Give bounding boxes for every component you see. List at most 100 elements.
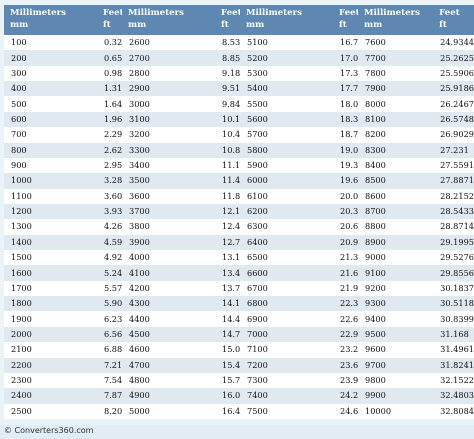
millimeters-cell: 1000 <box>4 173 97 189</box>
table-row: 1400 4.5932 <box>4 234 133 251</box>
feet-cell: 28.2152 <box>433 188 474 204</box>
millimeters-cell: 1500 <box>4 250 97 266</box>
feet-cell: 24.9344 <box>433 35 474 51</box>
millimeters-cell: 7200 <box>240 357 333 373</box>
table-row: 4800 15.748 <box>122 372 256 389</box>
table-body: 5100 16.7323 5200 17.0604 5300 17.3885 5400 17.… <box>240 35 374 419</box>
table-row: 1500 4.9213 <box>4 250 133 266</box>
millimeters-cell: 7400 <box>240 388 333 404</box>
table-row: 2100 6.8898 <box>4 342 133 358</box>
millimeters-cell: 8800 <box>358 219 434 235</box>
table-row: 9400 30.8399 <box>358 311 474 327</box>
feet-cell: 31.4961 <box>433 342 474 358</box>
millimeters-cell: 5000 <box>122 403 215 419</box>
millimeters-cell: 7800 <box>358 65 434 82</box>
table-row: 6500 21.3255 <box>240 250 374 266</box>
feet-cell: 29.5276 <box>433 250 474 266</box>
millimeters-cell: 3100 <box>122 111 215 128</box>
table-row: 9100 29.8556 <box>358 265 474 281</box>
millimeters-cell: 900 <box>4 157 97 174</box>
millimeters-cell: 1700 <box>4 280 97 297</box>
table-row: 9600 31.4961 <box>358 342 474 358</box>
millimeters-cell: 8500 <box>358 173 434 189</box>
millimeters-cell: 500 <box>4 96 97 112</box>
millimeters-cell: 2100 <box>4 342 97 358</box>
table-body: 100 0.3281 200 0.6562 300 0.9843 400 1.3123 500 1… <box>4 35 133 419</box>
table-row: 100 0.3281 <box>4 35 133 51</box>
table-row: 900 2.9528 <box>4 157 133 174</box>
table-row: 8900 29.1995 <box>358 234 474 251</box>
table-row: 1300 4.2651 <box>4 219 133 235</box>
table-row: 5300 17.3885 <box>240 65 374 82</box>
millimeters-cell: 9700 <box>358 357 434 373</box>
table-row: 3700 12.1391 <box>122 203 256 220</box>
table-row: 3100 10.1706 <box>122 111 256 128</box>
footer: © Converters360.com <box>0 425 474 439</box>
table-row: 7100 23.294 <box>240 342 374 358</box>
millimeters-cell: 4100 <box>122 265 215 281</box>
millimeters-cell: 5900 <box>240 157 333 174</box>
millimeters-cell: 2700 <box>122 50 215 66</box>
table-row: 5200 17.0604 <box>240 50 374 66</box>
millimeters-cell: 3400 <box>122 157 215 174</box>
millimeters-cell: 7500 <box>240 403 333 419</box>
table-row: 7700 25.2625 <box>358 50 474 66</box>
millimeters-cell: 2500 <box>4 403 97 419</box>
millimeters-cell: 3500 <box>122 173 215 189</box>
millimeters-cell: 8900 <box>358 234 434 251</box>
feet-cell: 30.1837 <box>433 280 474 297</box>
table-row: 7200 23.622 <box>240 357 374 373</box>
table-row: 6300 20.6693 <box>240 219 374 235</box>
table-row: 7800 25.5906 <box>358 65 474 82</box>
millimeters-cell: 8200 <box>358 127 434 143</box>
table-row: 600 1.9685 <box>4 111 133 128</box>
millimeters-cell: 4300 <box>122 296 215 312</box>
table-row: 1900 6.2336 <box>4 311 133 327</box>
millimeters-cell: 6100 <box>240 188 333 204</box>
table-row: 9900 32.4803 <box>358 388 474 404</box>
table-row: 9800 32.1522 <box>358 372 474 389</box>
millimeters-cell: 9800 <box>358 372 434 389</box>
feet-cell: 26.9029 <box>433 127 474 143</box>
table-row: 2700 8.8583 <box>122 50 256 66</box>
millimeters-cell: 5400 <box>240 81 333 97</box>
feet-cell: 30.5118 <box>433 296 474 312</box>
table-row: 4700 15.42 <box>122 357 256 373</box>
table-row: 5400 17.7165 <box>240 81 374 97</box>
table-row: 200 0.6562 <box>4 50 133 66</box>
conversion-table-2: Millimeters mm Feet ft 2600 8.5302 2700 8.858… <box>122 5 256 419</box>
table-row: 7400 24.2782 <box>240 388 374 404</box>
feet-cell: 25.5906 <box>433 65 474 82</box>
feet-cell: 26.2467 <box>433 96 474 112</box>
feet-cell: 28.5433 <box>433 203 474 220</box>
table-row: 6800 22.3097 <box>240 296 374 312</box>
table-row: 9200 30.1837 <box>358 280 474 297</box>
millimeters-cell: 7700 <box>358 50 434 66</box>
table-body: 2600 8.5302 2700 8.8583 2800 9.1864 2900 9.5144… <box>122 35 256 419</box>
table-row: 7600 24.9344 <box>358 35 474 51</box>
table-row: 8100 26.5748 <box>358 111 474 128</box>
millimeters-cell: 4000 <box>122 250 215 266</box>
millimeters-cell: 1200 <box>4 203 97 220</box>
millimeters-cell: 3300 <box>122 142 215 158</box>
millimeters-cell: 4500 <box>122 326 215 343</box>
feet-cell: 30.8399 <box>433 311 474 327</box>
millimeters-cell: 9500 <box>358 326 434 343</box>
table-row: 2200 7.2178 <box>4 357 133 373</box>
millimeters-cell: 6500 <box>240 250 333 266</box>
table-row: 1600 5.2493 <box>4 265 133 281</box>
table-row: 1100 3.6089 <box>4 188 133 204</box>
copyright-text: © Converters360.com <box>4 426 94 435</box>
millimeters-cell: 9100 <box>358 265 434 281</box>
millimeters-cell: 3900 <box>122 234 215 251</box>
millimeters-cell: 8000 <box>358 96 434 112</box>
millimeters-cell: 1100 <box>4 188 97 204</box>
millimeters-cell: 1900 <box>4 311 97 327</box>
millimeters-cell: 4900 <box>122 388 215 404</box>
feet-cell: 32.4803 <box>433 388 474 404</box>
table-row: 3000 9.8425 <box>122 96 256 112</box>
millimeters-cell: 100 <box>4 35 97 51</box>
table-row: 4300 14.1076 <box>122 296 256 312</box>
millimeters-cell: 10000 <box>358 403 434 419</box>
